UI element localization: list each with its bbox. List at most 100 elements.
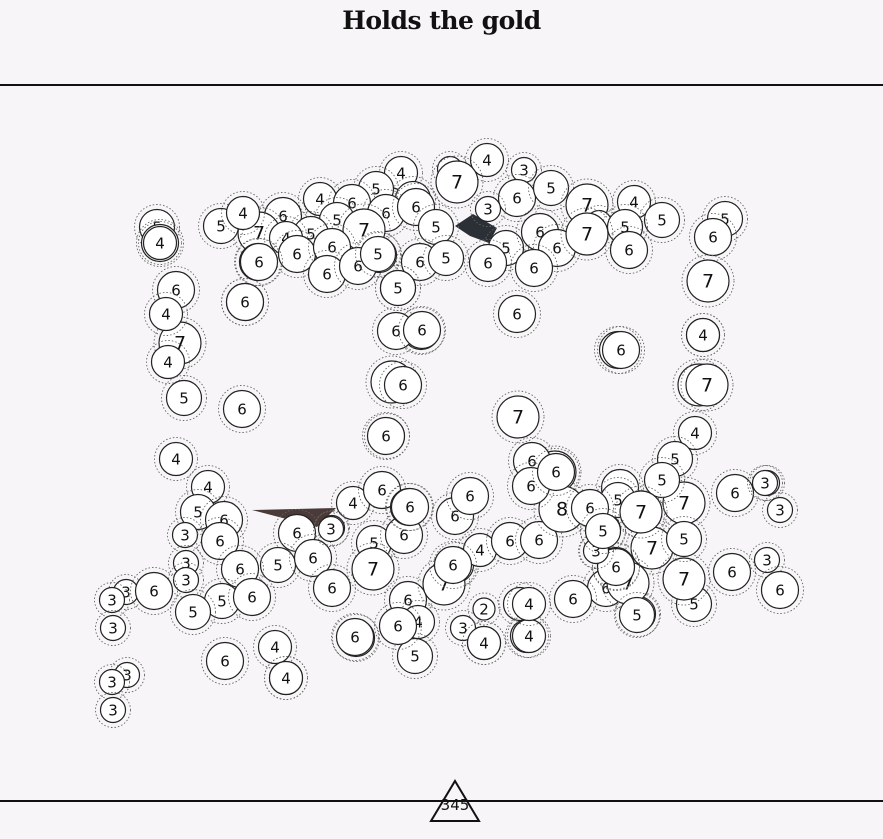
number-disc[interactable]: 6 xyxy=(362,412,410,460)
number-disc[interactable]: 3 xyxy=(313,511,349,547)
number-disc[interactable]: 3 xyxy=(506,152,542,188)
number-disc[interactable]: 6 xyxy=(308,564,356,612)
disc-dotted-ring xyxy=(362,412,410,460)
number-disc[interactable]: 6 xyxy=(549,575,597,623)
disc-dotted-ring xyxy=(446,472,494,520)
number-disc[interactable]: 7 xyxy=(346,542,400,596)
number-disc[interactable]: 5 xyxy=(392,633,438,679)
number-disc[interactable]: 3 xyxy=(94,664,130,700)
number-disc[interactable]: 5 xyxy=(375,265,421,311)
number-disc[interactable]: 6 xyxy=(515,516,563,564)
number-disc[interactable]: 7 xyxy=(625,521,679,575)
number-disc[interactable]: 6 xyxy=(130,567,178,615)
disc-dotted-ring xyxy=(186,465,230,509)
disc-body xyxy=(396,637,434,675)
disc-dotted-ring xyxy=(429,541,477,589)
number-disc[interactable]: 6 xyxy=(597,326,645,374)
number-disc[interactable]: 7 xyxy=(657,552,711,606)
number-disc[interactable]: 5 xyxy=(170,589,216,635)
disc-body xyxy=(532,169,570,207)
number-disc[interactable]: 4 xyxy=(462,621,506,665)
number-disc[interactable]: 7 xyxy=(560,207,614,261)
number-disc[interactable]: 6 xyxy=(228,573,276,621)
number-disc[interactable]: 6 xyxy=(235,238,283,286)
number-disc[interactable]: 4 xyxy=(154,437,198,481)
disc-number: 6 xyxy=(350,629,360,647)
number-disc[interactable]: 4 xyxy=(507,582,551,626)
disc-number: 6 xyxy=(512,306,522,324)
number-disc[interactable]: 3 xyxy=(95,610,131,646)
disc-body xyxy=(474,195,502,223)
disc-dotted-ring xyxy=(493,290,541,338)
number-disc[interactable]: 6 xyxy=(510,244,558,292)
number-disc[interactable]: 6 xyxy=(221,278,269,326)
number-disc[interactable]: 7 xyxy=(614,485,668,539)
disc-dotted-ring xyxy=(592,543,640,591)
disc-number: 7 xyxy=(253,223,265,245)
number-disc[interactable]: 6 xyxy=(374,602,422,650)
number-disc[interactable]: 4 xyxy=(138,221,182,265)
number-disc[interactable]: 5 xyxy=(413,204,459,250)
number-disc[interactable]: 6 xyxy=(386,483,434,531)
number-disc[interactable]: 5 xyxy=(580,508,626,554)
number-disc[interactable]: 3 xyxy=(95,692,131,728)
number-disc[interactable]: 7 xyxy=(430,155,484,209)
disc-number: 5 xyxy=(598,523,608,541)
disc-body xyxy=(584,512,622,550)
number-disc[interactable]: 6 xyxy=(379,361,427,409)
game-board[interactable]: 4343755653743554667566575545646765656665… xyxy=(0,86,883,800)
disc-number: 6 xyxy=(399,527,409,545)
number-disc[interactable]: 7 xyxy=(680,358,734,412)
number-disc[interactable]: 7 xyxy=(491,390,545,444)
disc-number: 6 xyxy=(237,401,247,419)
number-disc[interactable]: 4 xyxy=(507,614,551,658)
number-disc[interactable]: 6 xyxy=(446,472,494,520)
number-disc[interactable]: 7 xyxy=(681,254,735,308)
disc-dotted-ring xyxy=(423,235,469,281)
number-disc[interactable]: 6 xyxy=(711,469,759,517)
number-disc[interactable]: 4 xyxy=(144,292,188,336)
number-disc[interactable]: 6 xyxy=(398,306,446,354)
disc-body xyxy=(351,547,395,591)
disc-number: 3 xyxy=(107,592,117,610)
number-disc[interactable]: 3 xyxy=(749,542,785,578)
number-disc[interactable]: 3 xyxy=(168,562,204,598)
number-disc[interactable]: 6 xyxy=(493,290,541,338)
number-disc[interactable]: 4 xyxy=(264,656,308,700)
number-disc[interactable]: 6 xyxy=(429,541,477,589)
number-disc[interactable]: 4 xyxy=(146,340,190,384)
disc-dotted-ring xyxy=(161,375,207,421)
number-disc[interactable]: 5 xyxy=(355,231,401,277)
disc-dotted-ring xyxy=(153,316,207,370)
number-disc[interactable]: 6 xyxy=(532,448,580,496)
number-disc[interactable]: 6 xyxy=(464,239,512,287)
number-disc[interactable]: 4 xyxy=(681,313,725,357)
disc-body xyxy=(390,487,430,527)
number-disc[interactable]: 6 xyxy=(289,534,337,582)
number-disc[interactable]: 4 xyxy=(253,625,297,669)
number-disc[interactable]: 3 xyxy=(94,582,130,618)
bottom-divider xyxy=(0,800,883,802)
number-disc[interactable]: 5 xyxy=(661,516,707,562)
disc-number: 6 xyxy=(377,482,387,500)
number-disc[interactable]: 5 xyxy=(255,542,301,588)
number-disc[interactable]: 5 xyxy=(639,197,685,243)
number-disc[interactable]: 3 xyxy=(747,465,783,501)
number-disc[interactable]: 6 xyxy=(756,566,804,614)
number-disc[interactable]: 5 xyxy=(161,375,207,421)
number-disc[interactable]: 6 xyxy=(218,385,266,433)
number-disc[interactable]: 5 xyxy=(423,235,469,281)
number-disc[interactable]: 6 xyxy=(196,517,244,565)
number-disc[interactable]: 3 xyxy=(762,492,798,528)
number-disc[interactable]: 6 xyxy=(708,548,756,596)
number-disc[interactable]: 4 xyxy=(221,191,265,235)
number-disc[interactable]: 6 xyxy=(605,226,653,274)
number-disc[interactable]: 5 xyxy=(614,592,660,638)
number-disc[interactable]: 3 xyxy=(470,191,506,227)
number-disc[interactable]: 5 xyxy=(528,165,574,211)
number-disc[interactable]: 6 xyxy=(331,613,379,661)
number-disc[interactable]: 6 xyxy=(201,637,249,685)
disc-dotted-ring xyxy=(201,637,249,685)
number-disc[interactable]: 2 xyxy=(467,592,501,626)
disc-dotted-ring xyxy=(566,484,614,532)
